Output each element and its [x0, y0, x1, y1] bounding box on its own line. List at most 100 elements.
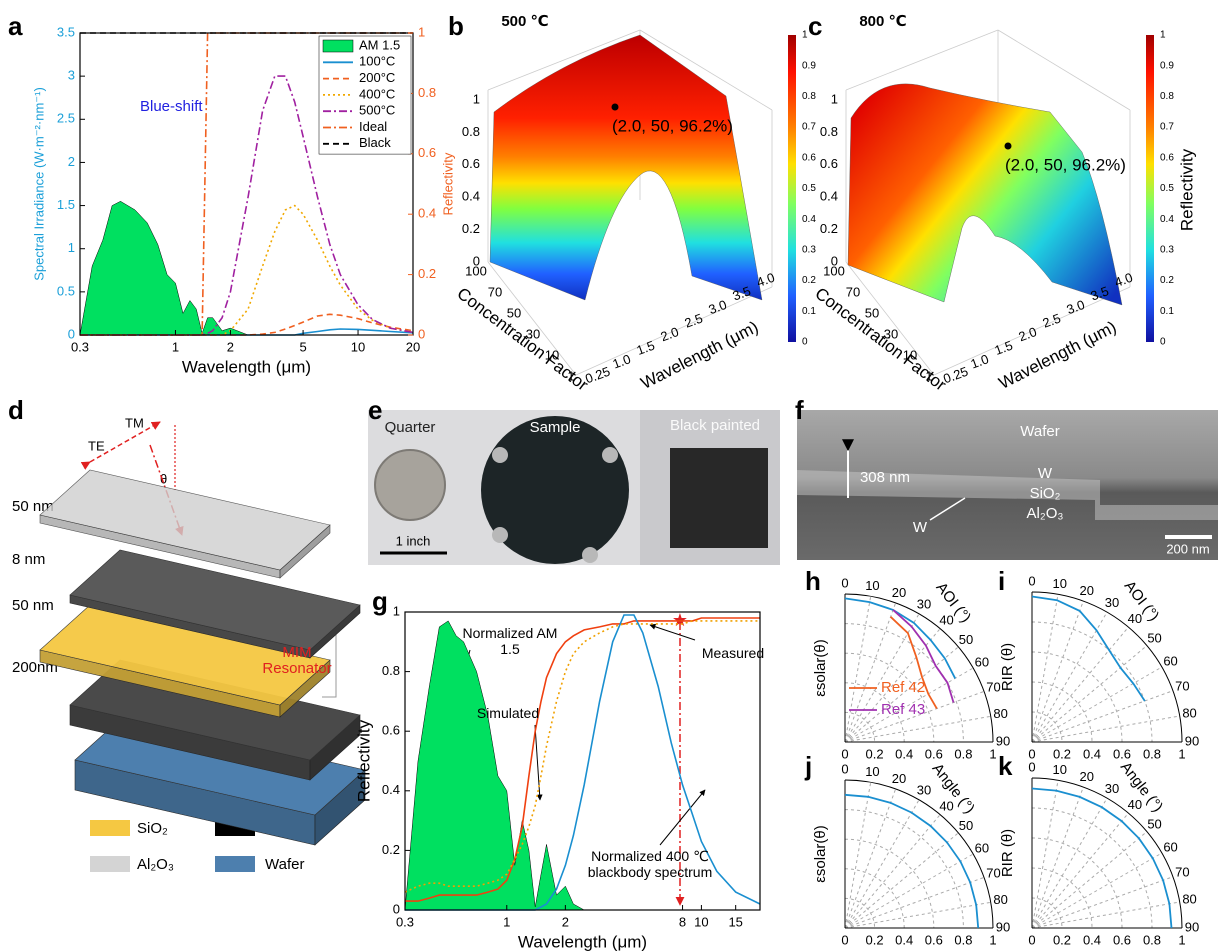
colorbar-tick-label: 0.5 [802, 183, 816, 194]
series-label: Normalized AM 1.5 [462, 625, 558, 657]
y-tick-label: 0.4 [382, 782, 400, 797]
x-tick-label: 10 [694, 914, 708, 929]
grid-arc [844, 593, 994, 743]
legend-label: Al₂O₃ [137, 856, 174, 873]
z-tick-label: 0 [831, 253, 838, 268]
y-tick-label: 3 [68, 68, 75, 83]
r-tick-label: 0.6 [1113, 932, 1131, 947]
grid-spoke [1031, 831, 1148, 929]
r-tick-label: 0.4 [895, 932, 913, 947]
angle-tick-label: 40 [1128, 797, 1142, 812]
y2-tick-label: 0.8 [418, 85, 436, 100]
z-tick-label: 0.4 [462, 189, 480, 204]
y-axis-label: Reflectivity [354, 719, 373, 802]
z-tick-label: 1 [473, 91, 480, 106]
pointer [929, 497, 966, 521]
y-tick-label: 3.5 [57, 24, 75, 39]
x-tick-label: 30 [884, 326, 898, 341]
panel-letter: f [795, 395, 804, 425]
x-tick-label: 100 [465, 263, 487, 278]
colorbar-tick-label: 0.9 [802, 60, 816, 71]
grid-spoke [1031, 645, 1148, 743]
data-area [79, 201, 413, 336]
angle-tick-label: 70 [1175, 679, 1189, 694]
x-axis-label: Concentration Factor [812, 284, 950, 395]
legend-label: 400°C [359, 86, 395, 101]
y-tick-label: 1 [393, 603, 400, 618]
grid-spoke [844, 628, 941, 743]
angle-tick-label: 80 [993, 706, 1007, 721]
highlight-point [611, 103, 619, 111]
y-tick-label: 0.6 [382, 723, 400, 738]
r-tick-label: 0.4 [1083, 746, 1101, 761]
angle-tick-label: 80 [1182, 892, 1196, 907]
colorbar-tick-label: 0.2 [1160, 275, 1174, 286]
grid-spoke [844, 596, 872, 743]
axis-box [845, 261, 935, 376]
layer-top [39, 469, 331, 571]
grid-arc [844, 809, 964, 929]
y-tick-label: 0.8 [382, 663, 400, 678]
x-tick-label: 2 [227, 339, 234, 354]
y2-tick-label: 1 [418, 24, 425, 39]
grid-spoke [1031, 901, 1180, 929]
photo-label: Sample [530, 419, 581, 436]
clip [582, 547, 598, 563]
panel-letter: b [448, 11, 464, 41]
angle-tick-label: 10 [1053, 762, 1067, 777]
legend-label: 200°C [359, 70, 395, 85]
marker-star: ★ [672, 610, 688, 630]
scale-bar-label: 200 nm [1166, 541, 1209, 556]
y-tick-label: 2.0 [1017, 324, 1039, 344]
panel-letter: j [804, 751, 812, 781]
legend-swatch [90, 856, 130, 872]
r-tick-label: 0.6 [1113, 746, 1131, 761]
grid-spoke [1031, 690, 1174, 743]
grid-spoke [844, 667, 974, 743]
grid-spoke [844, 901, 991, 929]
panel-letter: d [8, 395, 24, 425]
x-tick-label: 10 [903, 347, 917, 362]
y-tick-label: 0 [68, 326, 75, 341]
axis-box [933, 286, 1131, 376]
grid-spoke [1031, 780, 1059, 929]
z-tick-label: 0.6 [462, 156, 480, 171]
thickness-label: 50 nm [12, 498, 54, 515]
r-tick-label: 1 [989, 932, 996, 947]
x-tick-label: 5 [299, 339, 306, 354]
grid-spoke [1031, 797, 1108, 929]
sem-label: W [1038, 465, 1053, 482]
series-label: Measured [701, 645, 765, 661]
series-label: Normalized 400 ℃ blackbody spectrum [587, 848, 713, 880]
resonator-label: MIM Resonator [262, 644, 332, 677]
colorbar-tick-label: 0.1 [1160, 306, 1174, 317]
angle-tick-label: 30 [1105, 595, 1119, 610]
angle-tick-label: 90 [996, 919, 1010, 934]
x-tick-label: 10 [351, 339, 365, 354]
x-axis-label: Wavelength (μm) [182, 357, 311, 376]
y2-axis-label: Reflectivity [440, 152, 455, 215]
data-line [1031, 595, 1146, 702]
angle-tick-label: 10 [865, 578, 879, 593]
black-painted-sample [670, 448, 768, 548]
angle-tick-label: 40 [939, 612, 953, 627]
grid-arc [844, 779, 994, 929]
x-tick-label: 1 [172, 339, 179, 354]
angle-tick-label: 30 [917, 783, 931, 798]
colorbar-tick-label: 0.6 [1160, 152, 1174, 163]
grid-arc [844, 868, 905, 929]
panel-letter: g [372, 586, 388, 616]
colorbar-tick-label: 0.1 [802, 306, 816, 317]
angle-tick-label: 70 [986, 865, 1000, 880]
angle-tick-label: 50 [1147, 631, 1161, 646]
colorbar-tick-label: 0.6 [802, 152, 816, 163]
panel-letter: k [998, 751, 1013, 781]
polarization-label: TE [88, 438, 105, 453]
grid-arc [844, 623, 964, 743]
grid-spoke [1031, 786, 1084, 929]
r-tick-label: 0.4 [895, 746, 913, 761]
y-tick-label: 4.0 [1113, 270, 1135, 290]
legend-label: Wafer [265, 856, 304, 873]
data-line [405, 617, 760, 902]
legend-label: Ref 43 [881, 701, 925, 718]
